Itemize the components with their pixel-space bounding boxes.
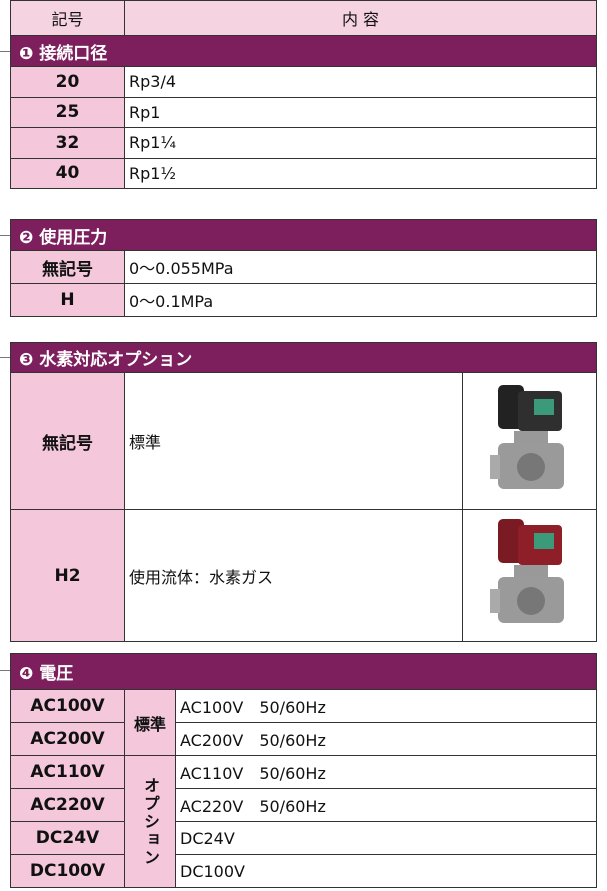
connector	[0, 235, 10, 236]
connector	[0, 670, 10, 671]
row-content: Rp1½	[124, 157, 597, 189]
row-code: AC200V	[10, 722, 125, 756]
header-table: 記号 内 容	[10, 0, 597, 36]
section-title: ❷ 使用圧力	[10, 219, 597, 251]
row-code: H2	[10, 509, 125, 642]
row-content: 標準	[124, 372, 463, 510]
group-label: 標準	[124, 689, 176, 756]
table-row: DC24V DC24V	[10, 821, 597, 855]
group-label: オプション	[124, 755, 176, 888]
table-row: AC220V AC220V 50/60Hz	[10, 788, 597, 822]
row-code: 32	[10, 127, 125, 159]
row-code: 無記号	[10, 250, 125, 284]
table-row: H2 使用流体：水素ガス	[10, 509, 598, 642]
row-code: DC100V	[10, 854, 125, 888]
row-code: H	[10, 283, 125, 317]
row-code: 25	[10, 96, 125, 128]
section-table: ❹ 電圧 AC100V 標準 AC100V 50/60Hz AC200V AC2…	[10, 653, 597, 888]
section-table: ❸ 水素対応オプション 無記号 標準 H2 使用流体：水素ガス	[10, 342, 598, 642]
section-bar: ❸ 水素対応オプション	[10, 342, 597, 373]
section-table: ❶ 接続口径 20 Rp3/4 25 Rp1 32 Rp1¼ 40 Rp1½	[10, 35, 597, 189]
section-title: ❸ 水素対応オプション	[10, 342, 597, 373]
row-content: Rp1	[124, 96, 597, 128]
valve-icon	[490, 384, 565, 489]
row-code: 20	[10, 66, 125, 98]
section-title: ❹ 電圧	[10, 653, 597, 690]
table-row: 32 Rp1¼	[10, 127, 597, 159]
section-title: ❶ 接続口径	[10, 35, 597, 67]
section-bar: ❹ 電圧	[10, 653, 597, 690]
table-row: AC110V オプション AC110V 50/60Hz	[10, 755, 597, 888]
row-content: AC200V 50/60Hz	[175, 722, 597, 756]
header-code: 記号	[10, 0, 125, 36]
table-row: AC100V 標準 AC100V 50/60Hz	[10, 689, 597, 756]
row-content: AC110V 50/60Hz	[175, 755, 597, 789]
row-content: DC24V	[175, 821, 597, 855]
connector	[0, 51, 10, 52]
section-table: ❷ 使用圧力 無記号 0～0.055MPa H 0～0.1MPa	[10, 219, 597, 317]
header-content: 内 容	[124, 0, 597, 36]
section-bar: ❶ 接続口径	[10, 35, 597, 67]
row-content: AC100V 50/60Hz	[175, 689, 597, 723]
header-row: 記号 内 容	[10, 0, 597, 36]
row-code: DC24V	[10, 821, 125, 855]
valve-icon	[490, 518, 565, 623]
table-row: 40 Rp1½	[10, 157, 597, 189]
row-content: AC220V 50/60Hz	[175, 788, 597, 822]
connector	[0, 357, 10, 358]
row-content: DC100V	[175, 854, 597, 888]
table-row: DC100V DC100V	[10, 854, 597, 888]
table-row: 20 Rp3/4	[10, 66, 597, 98]
row-code: AC110V	[10, 755, 125, 789]
row-content: 0～0.055MPa	[124, 250, 597, 284]
row-code: AC100V	[10, 689, 125, 723]
product-image	[461, 509, 598, 642]
section-bar: ❷ 使用圧力	[10, 219, 597, 251]
row-code: 40	[10, 157, 125, 189]
row-code: AC220V	[10, 788, 125, 822]
table-row: 無記号 0～0.055MPa	[10, 250, 597, 284]
product-image	[461, 372, 598, 510]
table-row: 25 Rp1	[10, 96, 597, 128]
table-row: 無記号 標準	[10, 372, 598, 510]
row-code: 無記号	[10, 372, 125, 510]
table-row: H 0～0.1MPa	[10, 283, 597, 317]
row-content: Rp1¼	[124, 127, 597, 159]
table-row: AC200V AC200V 50/60Hz	[10, 722, 597, 756]
row-content: 使用流体：水素ガス	[124, 509, 463, 642]
row-content: Rp3/4	[124, 66, 597, 98]
row-content: 0～0.1MPa	[124, 283, 597, 317]
